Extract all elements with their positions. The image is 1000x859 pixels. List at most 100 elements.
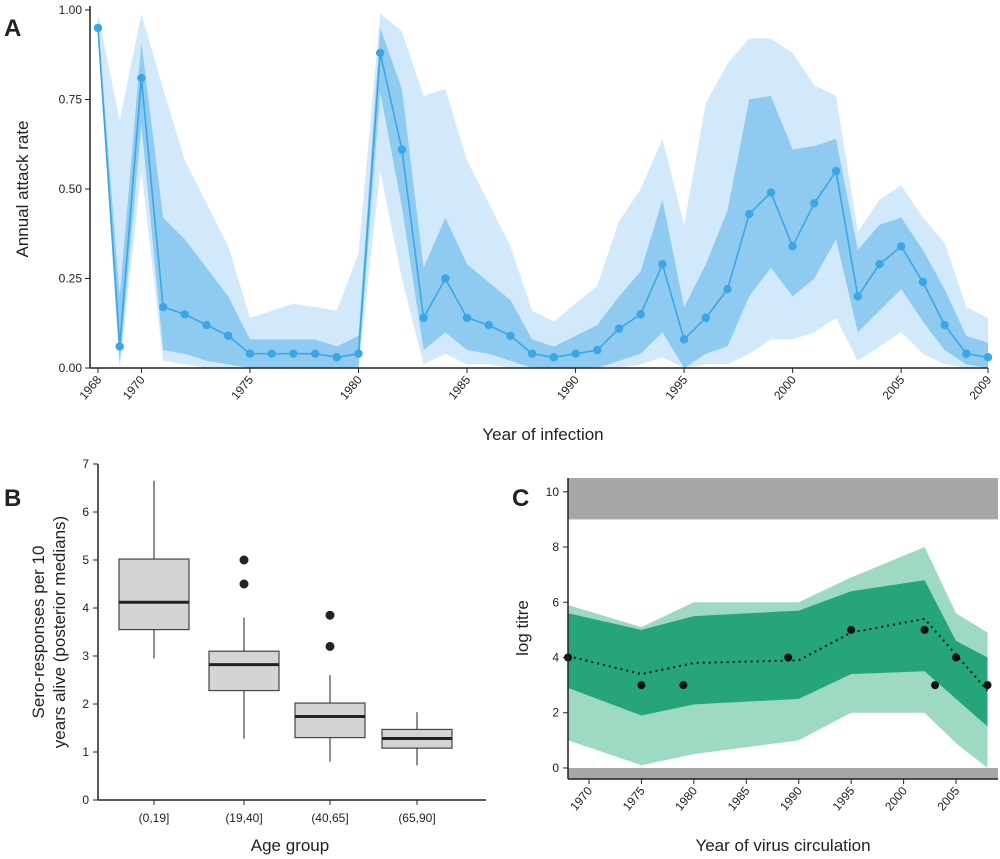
y-tick-label: 2: [552, 706, 559, 720]
y-tick-label: 0: [82, 793, 89, 807]
x-tick-label: (19,40]: [225, 811, 262, 825]
y-tick-label: 2: [82, 697, 89, 711]
median-point: [158, 302, 168, 312]
median-point: [245, 349, 255, 358]
panel-labels: A B C: [4, 15, 529, 512]
x-tick-label: 2000: [771, 373, 799, 403]
x-tick-label: 1970: [567, 784, 595, 814]
x-tick-label: (65,90]: [398, 811, 435, 825]
x-tick-label: 1968: [76, 373, 104, 403]
panel-b-age-group-boxplot: 0 1 2 3 4 5 6 7 (0,19] (19,40] (40,65] (65,90] Age g…: [29, 457, 486, 855]
x-axis-title: Year of virus circulation: [695, 836, 870, 855]
y-tick-label: 0.00: [59, 361, 83, 375]
median-point: [788, 242, 797, 251]
observed-titre-point: [952, 653, 961, 662]
panel-label-b: B: [4, 485, 21, 512]
y-tick-label: 6: [82, 505, 89, 519]
median-point: [896, 242, 906, 251]
median-point: [701, 313, 711, 323]
x-tick-label: 1995: [830, 784, 858, 814]
median-point: [202, 320, 211, 330]
median-point: [549, 353, 559, 362]
median-point: [397, 145, 407, 154]
panel-label-a: A: [4, 15, 21, 42]
observed-titre-point: [920, 625, 929, 634]
inner-credible-band: [98, 20, 988, 368]
median-point: [527, 349, 537, 358]
x-tick-label: 1995: [663, 373, 691, 403]
observed-titre-point: [637, 681, 646, 690]
x-tick-label: 1990: [777, 784, 805, 814]
median-point: [745, 209, 754, 219]
box-iqr: [294, 702, 366, 739]
observed-titre-point: [784, 653, 793, 662]
y-tick-label: 6: [552, 595, 559, 609]
y-tick-label: 8: [552, 540, 559, 554]
median-line: [97, 27, 989, 359]
median-point: [462, 313, 472, 323]
x-axis-title: Year of infection: [482, 425, 603, 444]
y-tick-label: 7: [82, 457, 89, 471]
median-point: [332, 353, 341, 362]
x-tick-label: 1985: [445, 373, 473, 403]
box-iqr: [208, 650, 280, 692]
panel-c-log-titre-chart: 0 2 4 6 8 10 1970 1975 1980 1985 1990 1995 2000 2005 Y…: [513, 478, 998, 855]
lower-detection-limit-band: [568, 767, 998, 779]
observed-titre-point: [983, 681, 992, 690]
y-tick-label: 4: [82, 601, 89, 615]
median-point: [875, 259, 884, 269]
median-point: [506, 331, 515, 340]
y-tick-label: 0: [552, 761, 559, 775]
x-tick-label: 2000: [882, 784, 910, 814]
box-iqr: [118, 558, 190, 631]
median-point: [419, 313, 428, 323]
x-axis-title: Age group: [251, 836, 329, 855]
median-point: [983, 353, 993, 362]
median-point: [115, 342, 124, 351]
y-axis-title: Annual attack rate: [13, 120, 32, 257]
median-point: [593, 345, 602, 355]
panel-a-attack-rate-chart: 0.00 0.25 0.50 0.75 1.00 1968 1970 1975 1980 1985…: [13, 3, 995, 444]
median-point: [853, 292, 862, 301]
x-tick-label: (0,19]: [139, 811, 170, 825]
y-tick-label: 3: [82, 649, 89, 663]
x-tick-label: 1975: [620, 784, 648, 814]
median-point: [93, 23, 103, 33]
median-point: [224, 331, 233, 340]
median-point: [267, 349, 276, 358]
median-point: [614, 324, 624, 333]
x-tick-label: 1975: [228, 373, 256, 403]
median-point: [918, 277, 928, 287]
x-tick-label: 1980: [337, 373, 365, 403]
median-point: [180, 310, 190, 319]
median-point: [571, 349, 580, 358]
x-tick-label: 1970: [120, 373, 148, 403]
y-tick-label: 0.25: [59, 272, 83, 286]
x-tick-label: 1980: [672, 784, 700, 814]
y-axis-title-line-1: Sero-responses per 10: [29, 546, 48, 719]
median-point: [658, 259, 667, 269]
y-tick-label: 1.00: [59, 3, 83, 17]
outlier-point: [239, 555, 249, 565]
median-point: [375, 48, 385, 58]
x-tick-label: 1990: [554, 373, 582, 403]
observed-titre-point: [847, 625, 856, 634]
x-tick-label: 2005: [880, 373, 908, 403]
y-axis-title-line-2: years alive (posterior medians): [50, 516, 69, 748]
x-tick-label: 2005: [934, 784, 962, 814]
y-tick-label: 10: [546, 485, 560, 499]
median-point: [679, 335, 689, 344]
y-tick-label: 4: [552, 650, 559, 664]
median-point: [766, 188, 776, 197]
median-dotted-line: [567, 617, 989, 692]
x-tick-label: (40,65]: [311, 811, 348, 825]
median-point: [354, 349, 363, 358]
median-point: [962, 349, 971, 358]
y-tick-label: 1: [82, 745, 89, 759]
upper-detection-limit-band: [568, 478, 998, 520]
inner-credible-band: [568, 580, 988, 727]
median-point: [137, 73, 146, 83]
y-tick-label: 0.75: [59, 93, 83, 107]
median-point: [636, 310, 645, 319]
